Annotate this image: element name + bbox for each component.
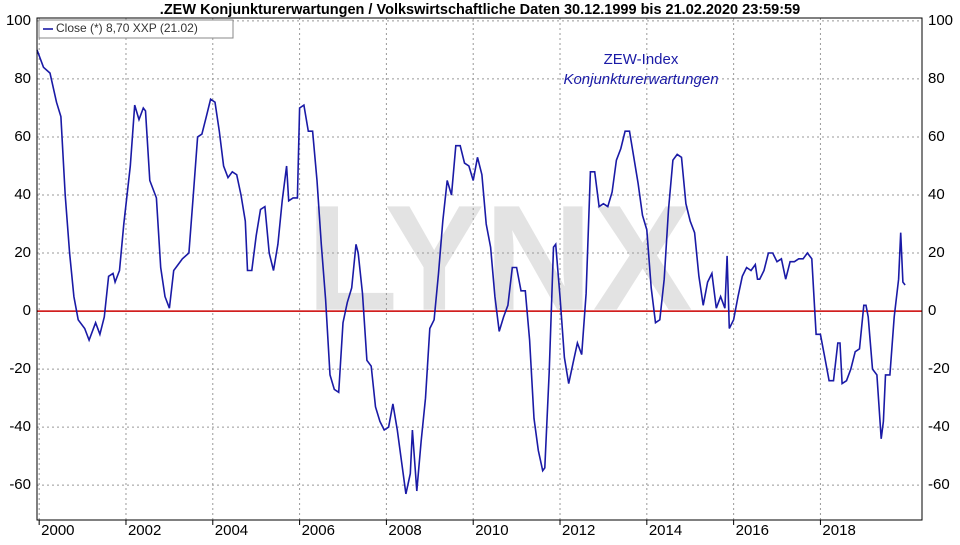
y2-tick-label: 40 bbox=[928, 186, 945, 203]
x-tick-label: 2002 bbox=[128, 522, 161, 539]
x-tick-label: 2016 bbox=[736, 522, 769, 539]
y-tick-label: 40 bbox=[14, 186, 31, 203]
y2-tick-label: -40 bbox=[928, 418, 950, 435]
y-tick-label: 100 bbox=[6, 12, 31, 29]
x-tick-label: 2008 bbox=[388, 522, 421, 539]
annotation: ZEW-Index bbox=[604, 51, 679, 68]
y2-tick-label: 0 bbox=[928, 302, 936, 319]
x-tick-label: 2014 bbox=[649, 522, 682, 539]
y2-tick-label: 80 bbox=[928, 70, 945, 87]
chart-title: .ZEW Konjunkturerwartungen / Volkswirtsc… bbox=[160, 2, 800, 18]
x-tick-label: 2010 bbox=[475, 522, 508, 539]
y-tick-label: 20 bbox=[14, 244, 31, 261]
y2-tick-label: -20 bbox=[928, 360, 950, 377]
x-tick-label: 2006 bbox=[302, 522, 335, 539]
legend-box bbox=[38, 19, 234, 39]
x-tick-label: 2000 bbox=[41, 522, 74, 539]
annotation: Konjunkturerwartungen bbox=[563, 71, 718, 88]
y-tick-label: 0 bbox=[23, 302, 31, 319]
legend-label: Close (*) 8,70 XXP (21.02) bbox=[56, 21, 198, 35]
y2-tick-label: -60 bbox=[928, 476, 950, 493]
plot-area bbox=[37, 18, 922, 520]
plot-border bbox=[36, 17, 923, 521]
y-tick-label: -40 bbox=[9, 418, 31, 435]
y2-tick-label: 20 bbox=[928, 244, 945, 261]
watermark: LYNX bbox=[306, 174, 692, 342]
y2-tick-label: 60 bbox=[928, 128, 945, 145]
x-tick-label: 2018 bbox=[822, 522, 855, 539]
y-tick-label: -60 bbox=[9, 476, 31, 493]
x-tick-label: 2004 bbox=[215, 522, 248, 539]
series-line bbox=[36, 49, 906, 495]
y-tick-label: 60 bbox=[14, 128, 31, 145]
y-tick-label: 80 bbox=[14, 70, 31, 87]
y2-tick-label: 100 bbox=[928, 12, 953, 29]
y-tick-label: -20 bbox=[9, 360, 31, 377]
x-tick-label: 2012 bbox=[562, 522, 595, 539]
